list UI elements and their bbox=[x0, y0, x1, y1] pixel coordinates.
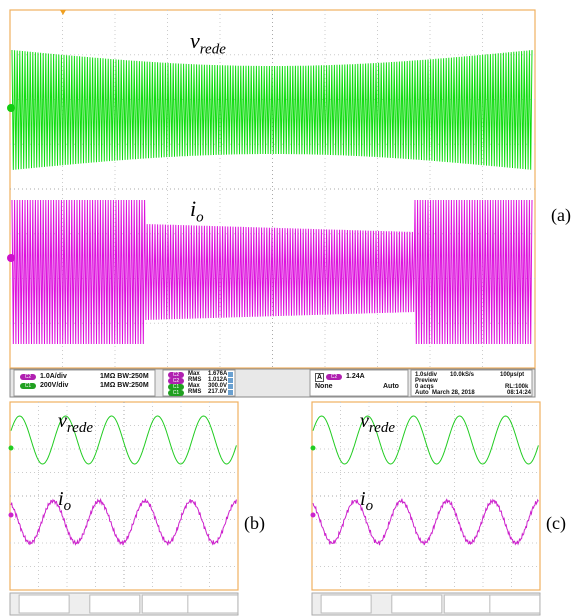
sample-rate: 10.0kS/s bbox=[450, 372, 474, 378]
ground-marker bbox=[7, 104, 15, 112]
channel-badge: C1 bbox=[20, 383, 36, 389]
channel-scale: 1.0A/div bbox=[40, 373, 67, 380]
channel-scale: 200V/div bbox=[40, 382, 68, 389]
acq-mode: Auto bbox=[415, 390, 429, 396]
trigger-source: A bbox=[315, 373, 324, 382]
measurement-value: 217.0V bbox=[208, 389, 227, 395]
resolution: 100µs/pt bbox=[500, 372, 524, 378]
measurement-name: RMS bbox=[188, 389, 201, 395]
channel-input: 1MΩ BW:250M bbox=[100, 373, 149, 380]
measurement-icon bbox=[228, 378, 233, 383]
measurement-icon bbox=[228, 390, 233, 395]
figure bbox=[0, 0, 580, 616]
measurement-icon bbox=[228, 384, 233, 389]
readout-box bbox=[19, 595, 69, 613]
waveform-label: vrede bbox=[360, 410, 395, 437]
readout-box bbox=[444, 595, 494, 613]
waveform-label: io bbox=[360, 488, 373, 515]
symbol: v bbox=[360, 410, 369, 432]
readout-box bbox=[321, 595, 371, 613]
symbol: v bbox=[58, 410, 67, 432]
panel-caption: (b) bbox=[244, 513, 265, 534]
panel-caption: (c) bbox=[546, 513, 566, 534]
channel-badge: C1 bbox=[168, 390, 184, 396]
symbol: v bbox=[190, 28, 200, 53]
waveform-label: vrede bbox=[190, 28, 226, 58]
readout-box bbox=[188, 595, 238, 613]
date: March 28, 2018 bbox=[432, 390, 475, 396]
channel-badge: C2 bbox=[20, 374, 36, 380]
trigger-badge: C2 bbox=[326, 374, 342, 380]
subscript: rede bbox=[369, 420, 395, 436]
trigger-coupling: None bbox=[315, 383, 333, 390]
readout-box bbox=[142, 595, 192, 613]
measurement-icon bbox=[228, 372, 233, 377]
readout-box bbox=[392, 595, 442, 613]
waveform-label: vrede bbox=[58, 410, 93, 437]
subscript: rede bbox=[67, 420, 93, 436]
readout-box bbox=[90, 595, 140, 613]
readout-box bbox=[490, 595, 540, 613]
ground-marker bbox=[9, 513, 14, 518]
subscript: o bbox=[64, 498, 72, 514]
subscript: o bbox=[196, 209, 204, 225]
ground-marker bbox=[7, 254, 15, 262]
waveform-label: io bbox=[190, 196, 204, 226]
subscript: rede bbox=[200, 41, 226, 57]
ground-marker bbox=[9, 446, 14, 451]
trigger-level: 1.24A bbox=[346, 373, 365, 380]
ground-marker bbox=[311, 513, 316, 518]
channel-input: 1MΩ BW:250M bbox=[100, 382, 149, 389]
subscript: o bbox=[366, 498, 374, 514]
page: {"panels": [ {"caption": "(a)", "wavefor… bbox=[0, 0, 580, 616]
panel-caption: (a) bbox=[551, 205, 571, 226]
waveform-label: io bbox=[58, 488, 71, 515]
time: 08:14:24 bbox=[507, 390, 531, 396]
trigger-mode: Auto bbox=[383, 383, 399, 390]
ground-marker bbox=[311, 446, 316, 451]
